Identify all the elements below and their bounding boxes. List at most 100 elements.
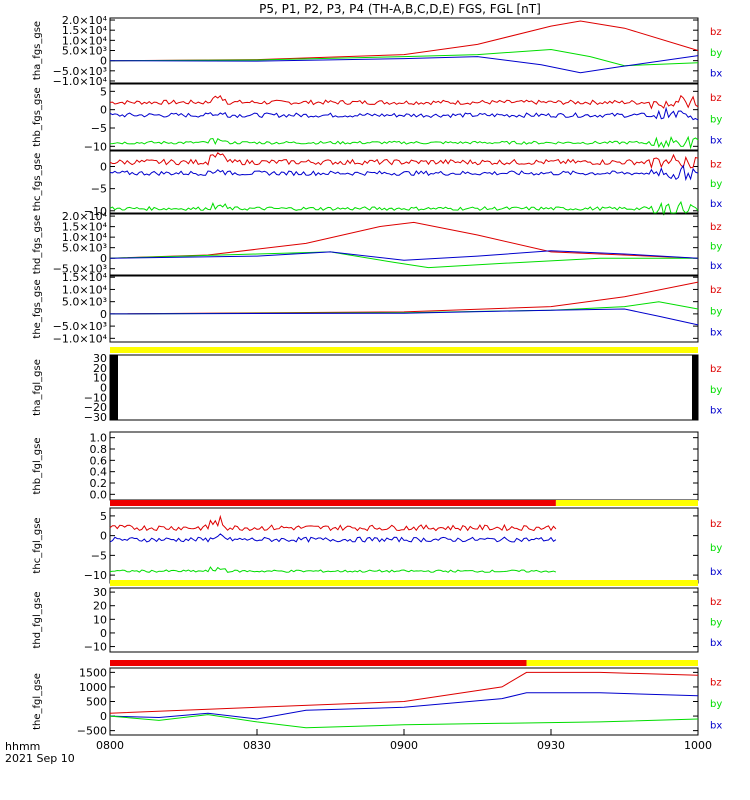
y-tick-label: 500: [86, 696, 107, 709]
y-tick-label: 10: [93, 613, 107, 626]
y-tick-label: 1.0: [90, 432, 108, 445]
y-tick-label: 0: [100, 382, 107, 395]
status-bar-segment: [110, 347, 698, 353]
legend-by: by: [710, 617, 722, 628]
panels-group: 2.0×10⁴ 1.5×10⁴1.0×10⁴5.0×10³0−5.0×10³−1.…: [32, 14, 722, 738]
series-bz-line: [109, 671, 699, 714]
legend-bz: bz: [710, 597, 722, 608]
panel-tha_fgs_gse: 2.0×10⁴1.5×10⁴1.0×10⁴5.0×10³0−5.0×10³−1.…: [32, 14, 722, 88]
legend-by: by: [710, 179, 722, 190]
status-bar-segment: [110, 660, 527, 666]
data-block-left: [110, 355, 118, 420]
y-tick-label: −5.0×10³: [53, 320, 107, 333]
series-by-line: [109, 48, 699, 67]
y-tick-label: −500: [77, 725, 107, 738]
y-tick-label: 0: [100, 710, 107, 723]
y-axis-label: thc_fgs_gse: [32, 153, 43, 212]
series-bz-line: [109, 94, 699, 110]
y-tick-label: 5.0×10³: [62, 242, 107, 255]
x-tick-label: 1000: [684, 739, 712, 752]
legend-bz: bz: [710, 159, 722, 170]
series-bx-line: [109, 106, 699, 121]
y-tick-label: 0: [100, 252, 107, 265]
status-bar-segment: [555, 500, 698, 506]
series-by-line: [109, 135, 699, 150]
y-tick-label: −10: [84, 641, 107, 654]
y-axis-label: thc_fgl_gse: [32, 517, 43, 573]
legend-bx: bx: [710, 567, 722, 578]
legend-bz: bz: [710, 285, 722, 296]
panel-thb_fgs_gse: 5 0 −5 −10 thb_fgs_gse bz by bx: [32, 83, 722, 153]
y-tick-label: −10: [84, 205, 107, 218]
y-axis-label: thd_fgl_gse: [32, 592, 43, 649]
legend-bx: bx: [710, 135, 722, 146]
y-tick-label: 5.0×10³: [62, 296, 107, 309]
y-tick-label: 5: [100, 85, 107, 98]
y-tick-label: 1.0×10⁴: [62, 231, 108, 244]
y-tick-label: −5.0×10³: [53, 65, 107, 78]
y-tick-label: 5: [100, 510, 107, 523]
status-bar-segment: [526, 660, 698, 666]
x-tick-label: 0900: [390, 739, 418, 752]
panel-frame: [109, 150, 699, 214]
y-tick-label: 0: [100, 308, 107, 321]
legend-bz: bz: [710, 364, 722, 375]
series-bx-line: [109, 308, 699, 326]
series-bx-line: [109, 164, 699, 182]
legend-bz: bz: [710, 27, 722, 38]
series-by-line: [109, 566, 557, 573]
panel-frame: [109, 83, 699, 151]
y-tick-label: −5: [91, 122, 107, 135]
chart-title: P5, P1, P2, P3, P4 (TH-A,B,C,D,E) FGS, F…: [259, 2, 541, 16]
x-axis: 0800 0830 0900 0930 1000: [96, 729, 712, 752]
panel-thc_fgl_gse: 5 0 −5 −10 thc_fgl_gse bz by bx: [32, 500, 722, 584]
y-tick-label: 30: [93, 352, 107, 365]
y-axis-label: thb_fgs_gse: [32, 87, 43, 146]
y-axis-label: the_fgs_gse: [32, 279, 43, 338]
series-bx-line: [109, 250, 699, 261]
y-tick-label: 0.0: [90, 488, 108, 501]
status-bar-segment: [110, 580, 698, 586]
series-bx-line: [109, 692, 699, 720]
status-bar-segment: [110, 500, 556, 506]
y-axis-label: tha_fgs_gse: [32, 21, 43, 80]
series-bz-line: [109, 221, 699, 259]
legend-bz: bz: [710, 93, 722, 104]
series-bx-line: [109, 533, 557, 543]
y-tick-label: −1.0×10⁴: [53, 75, 108, 88]
y-axis-label: thb_fgl_gse: [32, 438, 43, 495]
y-tick-label: 0: [100, 627, 107, 640]
y-tick-label: 1500: [79, 666, 107, 679]
y-tick-label: 0: [100, 104, 107, 117]
legend-by: by: [710, 306, 722, 317]
legend-bz: bz: [710, 222, 722, 233]
y-tick-label: 0.8: [90, 443, 108, 456]
panel-frame: [109, 213, 699, 276]
legend-bz: bz: [710, 519, 722, 530]
y-tick-label: −5: [91, 549, 107, 562]
y-tick-label: 2.0×10⁴: [62, 210, 108, 223]
legend-bx: bx: [710, 406, 722, 417]
panel-frame: [109, 587, 699, 653]
y-tick-label: 5.0×10³: [62, 45, 107, 58]
panel-frame: [109, 17, 699, 84]
y-tick-label: 2.0×10⁴: [62, 14, 108, 27]
y-axis-label: tha_fgl_gse: [32, 359, 43, 416]
legend-bx: bx: [710, 327, 722, 338]
series-by-line: [109, 714, 699, 729]
legend-bx: bx: [710, 638, 722, 649]
series-bx-line: [109, 55, 699, 74]
y-tick-label: 0.2: [90, 477, 108, 490]
series-bz-line: [109, 152, 699, 170]
date-label: 2021 Sep 10: [5, 752, 75, 765]
data-block-right: [692, 355, 698, 420]
series-by-line: [109, 200, 699, 216]
y-tick-label: 1.0×10⁴: [62, 34, 108, 47]
series-bz-line: [109, 514, 557, 532]
legend-bz: bz: [710, 677, 722, 688]
